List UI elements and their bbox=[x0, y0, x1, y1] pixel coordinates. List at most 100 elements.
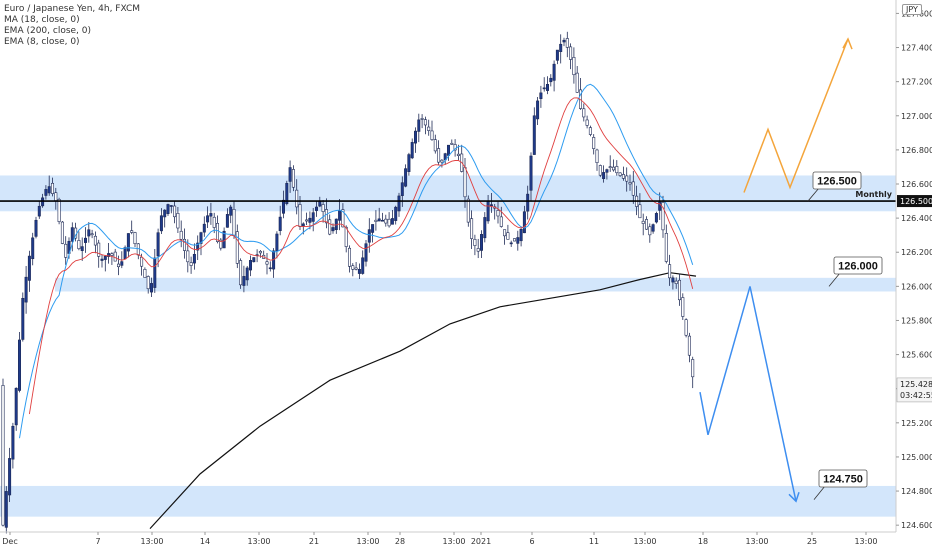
candle-body bbox=[417, 119, 421, 132]
price-tick-label: 125.800 bbox=[901, 316, 932, 325]
price-tick-label: 125.200 bbox=[901, 419, 932, 428]
candle-body bbox=[54, 192, 58, 201]
candle-body bbox=[324, 209, 328, 224]
bullish-arrowhead bbox=[842, 37, 853, 50]
candle-body bbox=[450, 142, 454, 145]
candle-body bbox=[21, 297, 25, 340]
candle-body bbox=[120, 261, 124, 266]
candle-body bbox=[542, 87, 546, 90]
time-tick-label: 11 bbox=[589, 537, 599, 546]
candle-body bbox=[93, 235, 97, 246]
candle-body bbox=[651, 224, 655, 232]
ema-8-path bbox=[28, 97, 694, 415]
candle-body bbox=[361, 257, 365, 274]
candle-body bbox=[476, 248, 480, 252]
candle-body bbox=[70, 227, 74, 242]
price-axis[interactable]: 124.600124.800125.000125.200125.400125.6… bbox=[895, 0, 932, 532]
candle-body bbox=[183, 238, 187, 251]
candle-body bbox=[569, 46, 573, 60]
candle-body bbox=[582, 108, 586, 118]
candle-body bbox=[84, 237, 88, 243]
candle-body bbox=[235, 231, 239, 264]
candle-body bbox=[242, 276, 246, 286]
current-price-value: 125.428 bbox=[900, 380, 932, 389]
candle-body bbox=[588, 127, 592, 135]
time-tick-label: 14 bbox=[200, 537, 210, 546]
candle-body bbox=[668, 264, 672, 279]
candle-body bbox=[245, 267, 249, 281]
price-tick-label: 124.800 bbox=[901, 487, 932, 496]
candle-body bbox=[470, 218, 474, 239]
candle-body bbox=[608, 166, 612, 168]
candle-body bbox=[239, 260, 243, 286]
bearish-projection-path bbox=[699, 286, 797, 502]
candle-body bbox=[17, 339, 21, 391]
time-tick-label: 18 bbox=[698, 537, 708, 546]
candle-body bbox=[621, 174, 625, 179]
candle-body bbox=[113, 251, 117, 262]
candle-body bbox=[592, 137, 596, 149]
callout-box bbox=[818, 469, 868, 488]
candle-body bbox=[209, 213, 213, 217]
ema-8-line bbox=[28, 97, 694, 415]
price-tick-label: 126.000 bbox=[901, 282, 932, 291]
indicator-ema200: EMA (200, close, 0) bbox=[4, 26, 92, 36]
candle-body bbox=[463, 167, 467, 198]
candle-body bbox=[644, 219, 648, 230]
candle-body bbox=[90, 233, 94, 236]
candle-body bbox=[308, 217, 312, 223]
candle-body bbox=[384, 218, 388, 224]
time-tick-label: 13:00 bbox=[356, 537, 379, 546]
currency-badge[interactable]: JPY bbox=[902, 4, 922, 15]
candle-body bbox=[27, 255, 31, 281]
candle-body bbox=[371, 224, 375, 233]
candle-body bbox=[364, 243, 368, 262]
time-tick-label: 13:00 bbox=[247, 537, 270, 546]
candle-body bbox=[529, 155, 533, 191]
zone-0 bbox=[0, 175, 896, 212]
candle-body bbox=[598, 165, 602, 176]
candle-body bbox=[159, 215, 163, 232]
projection-arrows bbox=[699, 37, 853, 503]
candle-body bbox=[133, 232, 137, 245]
callout-box bbox=[812, 171, 862, 190]
price-tick-label: 126.400 bbox=[901, 214, 932, 223]
candle-body bbox=[291, 169, 295, 188]
candle-body bbox=[595, 149, 599, 163]
candle-body bbox=[331, 227, 335, 232]
candle-body bbox=[430, 130, 434, 140]
candle-body bbox=[611, 166, 615, 171]
candle-body bbox=[684, 319, 688, 336]
candle-countdown: 03:42:55 bbox=[900, 391, 932, 400]
candle-body bbox=[638, 204, 642, 219]
candle-body bbox=[625, 175, 629, 182]
time-axis[interactable]: Dec 7 13:00 14 13:00 21 13:00 28 13:00 2021 6 11 13:… bbox=[0, 531, 896, 546]
candles bbox=[1, 31, 695, 534]
candle-body bbox=[117, 263, 121, 268]
candle-body bbox=[186, 250, 190, 263]
candle-body bbox=[390, 218, 394, 225]
time-tick-label: 13:00 bbox=[140, 537, 163, 546]
candle-body bbox=[664, 232, 668, 262]
candle-body bbox=[321, 204, 325, 212]
candle-body bbox=[509, 242, 513, 245]
candle-body bbox=[539, 92, 543, 99]
candle-body bbox=[503, 229, 507, 237]
candle-body bbox=[314, 206, 318, 211]
candle-body bbox=[47, 186, 51, 194]
candle-body bbox=[585, 119, 589, 126]
candle-body bbox=[437, 148, 441, 163]
callout-label: 126.500 bbox=[817, 176, 857, 188]
candle-body bbox=[212, 216, 216, 228]
candle-body bbox=[110, 253, 114, 256]
candle-body bbox=[1, 385, 5, 526]
bearish-arrowhead bbox=[788, 492, 800, 503]
candle-body bbox=[225, 214, 229, 228]
symbol-title: Euro / Japanese Yen, 4h, FXCM bbox=[4, 4, 141, 14]
candle-body bbox=[545, 84, 549, 91]
indicator-ema8: EMA (8, close, 0) bbox=[4, 37, 80, 47]
chart-legend: Euro / Japanese Yen, 4h, FXCM MA (18, cl… bbox=[4, 4, 140, 48]
candle-body bbox=[169, 205, 173, 207]
candle-body bbox=[572, 57, 576, 76]
